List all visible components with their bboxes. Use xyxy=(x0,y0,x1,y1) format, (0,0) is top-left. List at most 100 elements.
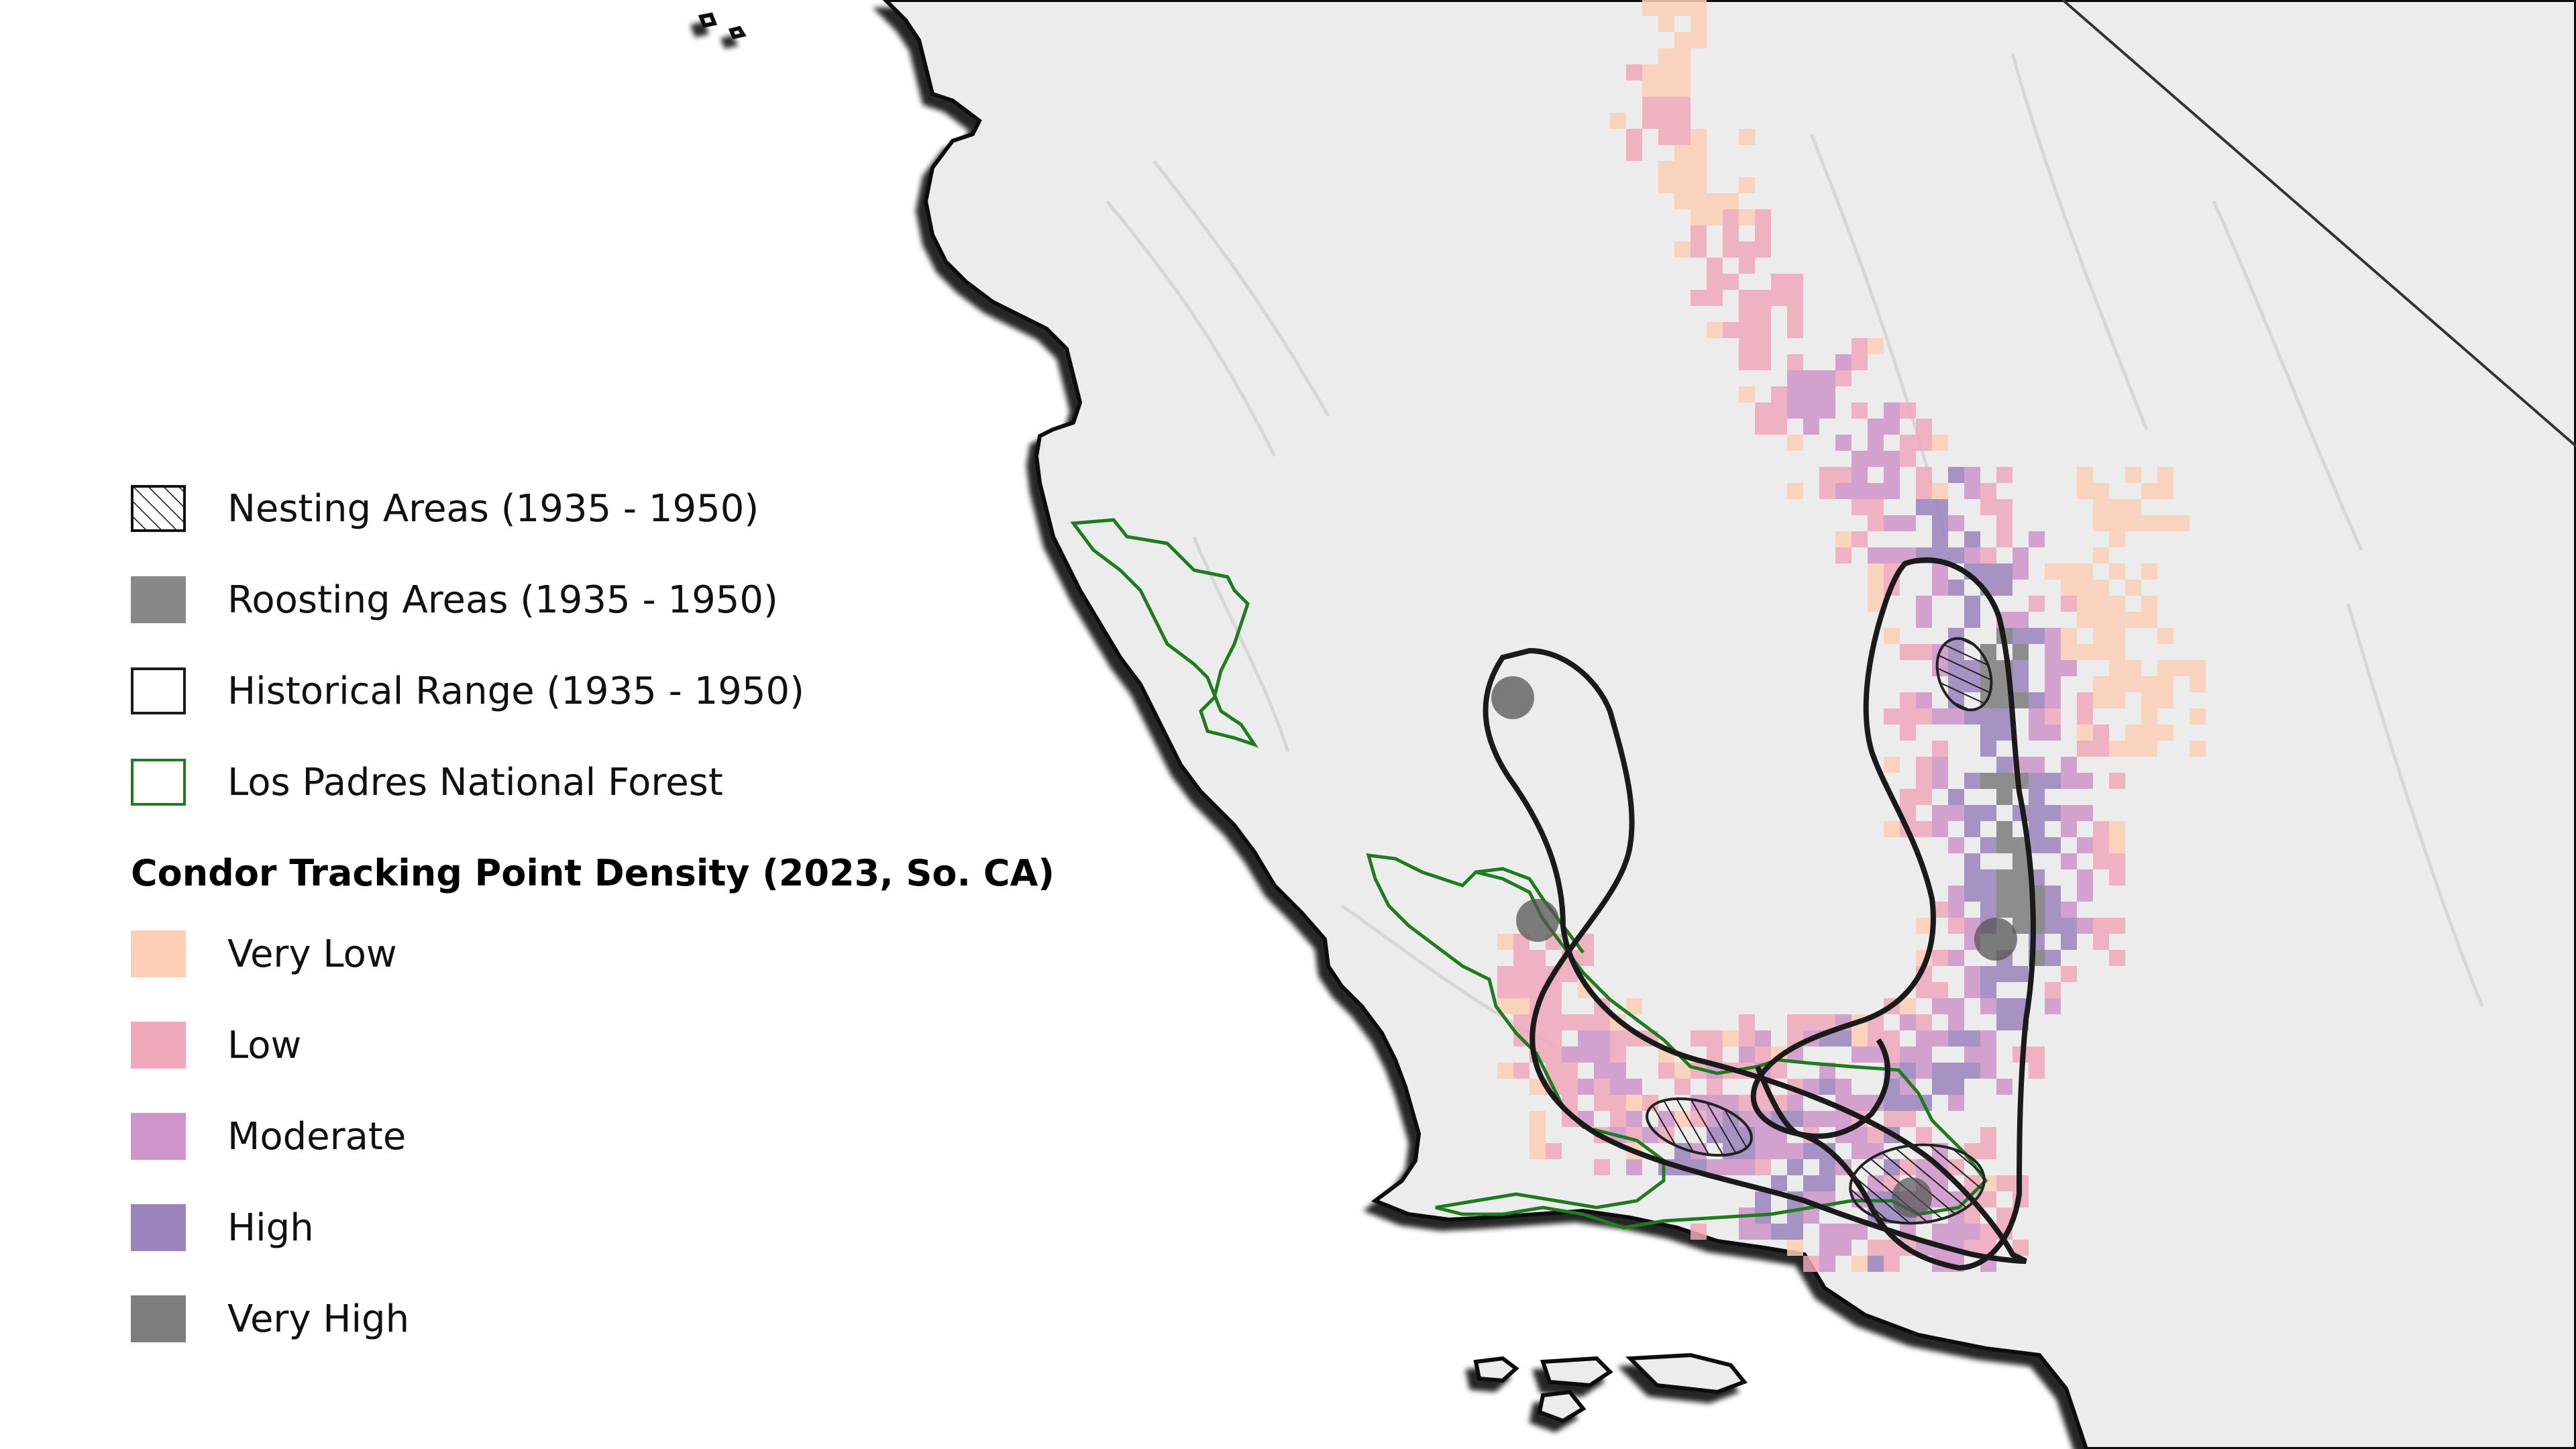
density-cell xyxy=(1932,757,1948,773)
density-cell xyxy=(1787,290,1803,306)
density-cell xyxy=(2093,724,2109,741)
density-cell xyxy=(1980,741,1996,757)
density-cell xyxy=(1739,1224,1755,1240)
density-cell xyxy=(1562,1079,1578,1095)
density-cell xyxy=(1594,1159,1610,1175)
density-cell xyxy=(1980,966,1996,982)
density-cell xyxy=(2109,612,2125,628)
density-cell xyxy=(2109,596,2125,612)
density-cell xyxy=(1546,1030,1562,1046)
density-cell xyxy=(1739,1159,1755,1175)
density-cell xyxy=(1690,241,1707,258)
density-cell xyxy=(2012,966,2029,982)
density-cell xyxy=(1787,1014,1803,1030)
density-cell xyxy=(1884,451,1900,467)
density-cell xyxy=(2077,564,2093,580)
density-cell xyxy=(2157,467,2174,483)
density-cell xyxy=(2077,741,2093,757)
density-cell xyxy=(2012,853,2029,869)
density-cell xyxy=(1739,306,1755,322)
density-cell xyxy=(2125,612,2141,628)
roosting-site xyxy=(1491,676,1534,719)
density-cell xyxy=(1578,1014,1594,1030)
legend-item-roosting: Roosting Areas (1935 - 1950) xyxy=(131,554,1070,645)
density-cell xyxy=(1690,290,1707,306)
density-cell xyxy=(1819,402,1835,419)
density-cell xyxy=(1980,837,1996,853)
density-cell xyxy=(1690,225,1707,241)
density-cell xyxy=(2077,708,2093,724)
density-cell xyxy=(1900,1111,1916,1127)
density-cell xyxy=(1948,1079,1964,1095)
density-cell xyxy=(1851,1095,1868,1111)
density-cell xyxy=(1916,757,1932,773)
density-cell xyxy=(2061,918,2077,934)
density-cell xyxy=(1900,1046,1916,1063)
density-cell xyxy=(1690,1224,1707,1240)
density-cell xyxy=(1916,1046,1932,1063)
density-cell xyxy=(1996,467,2012,483)
density-cell xyxy=(2141,612,2157,628)
density-cell xyxy=(2157,724,2174,741)
density-cell xyxy=(2045,644,2061,660)
density-cell xyxy=(2045,692,2061,708)
density-cell xyxy=(1996,564,2012,580)
density-cell xyxy=(1819,1111,1835,1127)
density-cell xyxy=(2157,628,2174,644)
nesting-area xyxy=(1935,637,1993,712)
density-cell xyxy=(1996,1079,2012,1095)
density-cell xyxy=(1996,998,2012,1014)
density-cell xyxy=(2061,757,2077,773)
density-cell xyxy=(1948,467,1964,483)
density-cell xyxy=(1803,1014,1819,1030)
density-cell xyxy=(2141,676,2157,692)
density-cell xyxy=(1723,209,1739,225)
density-cell xyxy=(1948,789,1964,805)
density-cell xyxy=(1900,435,1916,451)
density-cell xyxy=(1964,966,1980,982)
density-cell xyxy=(1546,1046,1562,1063)
density-cell xyxy=(2109,869,2125,885)
density-cell xyxy=(2029,531,2045,547)
density-cell xyxy=(1851,1256,1868,1272)
density-cell xyxy=(1739,354,1755,370)
density-cell xyxy=(1755,306,1771,322)
density-cell xyxy=(1690,1030,1707,1046)
density-cell xyxy=(1803,1175,1819,1191)
density-cell xyxy=(1674,161,1690,177)
density-cell xyxy=(2141,724,2157,741)
density-cell xyxy=(1819,1224,1835,1240)
density-cell xyxy=(1513,950,1529,966)
density-cell xyxy=(1884,708,1900,724)
density-cell xyxy=(2157,515,2174,531)
density-cell xyxy=(1996,773,2012,789)
density-cell xyxy=(1787,274,1803,290)
density-cell xyxy=(1884,628,1900,644)
density-cell xyxy=(2125,676,2141,692)
density-cell xyxy=(1916,644,1932,660)
density-cell xyxy=(1594,1079,1610,1095)
density-cell xyxy=(1497,934,1513,950)
density-cell xyxy=(2109,515,2125,531)
density-cell xyxy=(1980,1143,1996,1159)
density-cell xyxy=(2077,612,2093,628)
channel-islands xyxy=(698,12,1748,1424)
density-cell xyxy=(2045,902,2061,918)
density-cell xyxy=(1739,386,1755,402)
density-cell xyxy=(2045,708,2061,724)
density-cell xyxy=(1755,354,1771,370)
density-cell xyxy=(2125,499,2141,515)
density-cell xyxy=(2061,821,2077,837)
density-cell xyxy=(1739,209,1755,225)
density-cell xyxy=(1851,483,1868,499)
density-cell xyxy=(1803,386,1819,402)
density-cell xyxy=(1916,1030,1932,1046)
density-cell xyxy=(1771,386,1787,402)
density-cell xyxy=(1980,869,1996,885)
density-cell xyxy=(1916,821,1932,837)
density-cell xyxy=(1932,499,1948,515)
density-cell xyxy=(1932,773,1948,789)
density-cell xyxy=(2012,902,2029,918)
density-cell xyxy=(1723,1030,1739,1046)
density-cell xyxy=(2045,885,2061,902)
